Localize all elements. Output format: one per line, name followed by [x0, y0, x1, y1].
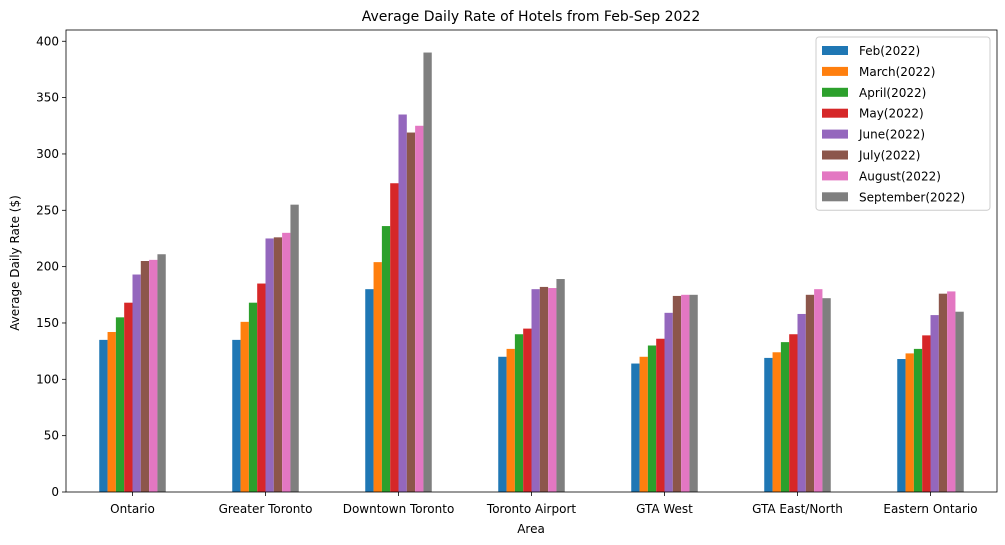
legend-swatch: [822, 66, 848, 76]
y-tick-label: 0: [51, 485, 59, 499]
bar-downtown-toronto-may-2022-: [390, 183, 399, 492]
y-tick-label: 350: [36, 91, 59, 105]
bar-downtown-toronto-june-2022-: [398, 114, 407, 492]
bar-gta-west-feb-2022-: [631, 363, 640, 492]
y-axis: 0 50 100 150 200 250 300 350 400: [36, 34, 66, 499]
bar-toronto-airport-june-2022-: [531, 289, 540, 492]
x-axis: Ontario Greater Toronto Downtown Toronto To…: [110, 492, 978, 516]
bar-ontario-september-2022-: [157, 254, 166, 492]
legend-swatch: [822, 192, 848, 202]
y-tick-label: 100: [36, 372, 59, 386]
y-tick-label: 400: [36, 34, 59, 48]
legend-label: August(2022): [859, 169, 941, 183]
x-tick-label: Ontario: [110, 502, 155, 516]
legend-swatch: [822, 150, 848, 160]
legend-swatch: [822, 87, 848, 97]
bar-gta-west-april-2022-: [647, 345, 657, 492]
bar-greater-toronto-september-2022-: [290, 204, 299, 492]
bar-toronto-airport-august-2022-: [548, 288, 557, 492]
x-tick-label: Eastern Ontario: [883, 502, 977, 516]
bar-ontario-august-2022-: [149, 259, 158, 492]
bar-downtown-toronto-april-2022-: [381, 226, 391, 492]
legend-swatch: [822, 171, 848, 181]
x-tick-label: Greater Toronto: [219, 502, 313, 516]
bar-greater-toronto-may-2022-: [257, 283, 266, 492]
bar-eastern-ontario-june-2022-: [930, 315, 939, 492]
bar-toronto-airport-july-2022-: [539, 286, 549, 492]
bar-greater-toronto-feb-2022-: [232, 339, 241, 492]
bar-toronto-airport-april-2022-: [514, 334, 524, 492]
bar-eastern-ontario-may-2022-: [922, 335, 931, 492]
bar-gta-west-september-2022-: [689, 294, 698, 492]
bar-gta-east-north-march-2022-: [772, 352, 781, 492]
bar-gta-east-north-june-2022-: [797, 313, 806, 492]
bar-toronto-airport-september-2022-: [556, 279, 565, 492]
bar-downtown-toronto-august-2022-: [415, 125, 424, 492]
y-tick-label: 150: [36, 316, 59, 330]
legend-swatch: [822, 129, 848, 139]
legend-label: May(2022): [859, 107, 924, 121]
bar-gta-east-north-feb-2022-: [764, 357, 773, 492]
bar-eastern-ontario-august-2022-: [947, 291, 956, 492]
bar-toronto-airport-march-2022-: [506, 348, 515, 492]
x-tick-label: GTA East/North: [752, 502, 843, 516]
bar-gta-west-august-2022-: [681, 294, 690, 492]
bar-eastern-ontario-september-2022-: [955, 311, 964, 492]
x-axis-label: Area: [517, 522, 545, 536]
bar-ontario-july-2022-: [140, 261, 150, 492]
bar-gta-east-north-august-2022-: [814, 289, 823, 492]
y-tick-label: 250: [36, 203, 59, 217]
bar-eastern-ontario-july-2022-: [938, 293, 948, 492]
bar-ontario-april-2022-: [115, 317, 125, 492]
legend-label: April(2022): [859, 86, 926, 100]
x-tick-label: Toronto Airport: [486, 502, 576, 516]
bar-gta-east-north-september-2022-: [822, 298, 831, 492]
y-tick-label: 200: [36, 260, 59, 274]
legend: Feb(2022) March(2022) April(2022) May(2022)…: [815, 36, 991, 211]
bar-gta-west-march-2022-: [639, 356, 648, 492]
bar-gta-west-july-2022-: [672, 295, 682, 492]
legend-box: [815, 36, 991, 211]
legend-label: September(2022): [859, 190, 965, 204]
bar-greater-toronto-june-2022-: [265, 238, 274, 492]
bar-eastern-ontario-march-2022-: [905, 353, 914, 492]
bar-gta-east-north-april-2022-: [780, 342, 790, 492]
bar-downtown-toronto-march-2022-: [373, 262, 382, 492]
bar-eastern-ontario-april-2022-: [913, 348, 923, 492]
legend-label: June(2022): [858, 128, 925, 142]
bar-greater-toronto-march-2022-: [240, 321, 249, 492]
bar-downtown-toronto-september-2022-: [423, 52, 432, 492]
bar-greater-toronto-july-2022-: [273, 237, 283, 492]
legend-label: July(2022): [858, 149, 920, 163]
y-axis-label: Average Daily Rate ($): [8, 195, 22, 331]
legend-swatch: [822, 46, 848, 55]
bar-gta-east-north-may-2022-: [789, 334, 798, 492]
bar-gta-west-may-2022-: [656, 338, 665, 492]
y-tick-label: 300: [36, 147, 59, 161]
bar-gta-west-june-2022-: [664, 312, 673, 492]
legend-swatch: [822, 108, 848, 118]
bar-toronto-airport-feb-2022-: [498, 356, 507, 492]
legend-label: Feb(2022): [859, 44, 920, 58]
bar-gta-east-north-july-2022-: [805, 294, 815, 492]
bar-downtown-toronto-july-2022-: [406, 132, 416, 493]
x-tick-label: Downtown Toronto: [343, 502, 455, 516]
bars-group: [99, 52, 964, 493]
chart-title: Average Daily Rate of Hotels from Feb-Se…: [362, 9, 700, 25]
bar-greater-toronto-april-2022-: [248, 302, 258, 492]
bar-ontario-march-2022-: [107, 331, 116, 492]
bar-toronto-airport-may-2022-: [523, 328, 532, 492]
legend-label: March(2022): [859, 65, 935, 79]
bar-greater-toronto-august-2022-: [282, 232, 291, 492]
bar-ontario-feb-2022-: [99, 339, 108, 492]
bar-ontario-june-2022-: [132, 274, 141, 492]
bar-ontario-may-2022-: [124, 302, 133, 492]
bar-downtown-toronto-feb-2022-: [365, 289, 374, 492]
bar-eastern-ontario-feb-2022-: [897, 359, 906, 492]
x-tick-label: GTA West: [636, 502, 693, 516]
y-tick-label: 50: [44, 429, 59, 443]
